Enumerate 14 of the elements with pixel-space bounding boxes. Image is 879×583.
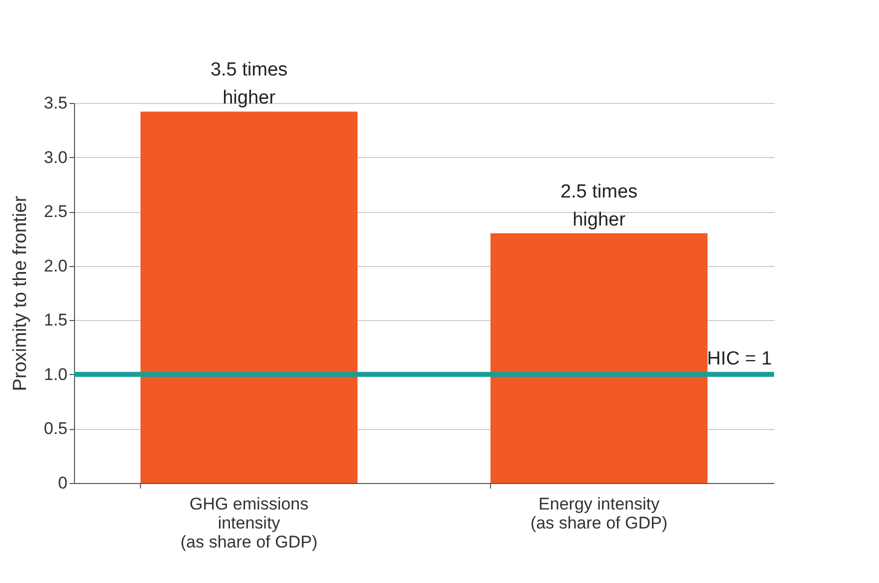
x-tick-label: GHG emissions intensity (as share of GDP): [180, 494, 318, 552]
y-tick-label: 0.5: [44, 419, 68, 438]
y-tick-label: 0: [58, 474, 68, 492]
ref-line-label: HIC = 1: [707, 348, 772, 370]
annotation: 2.5 times higher: [560, 181, 638, 230]
y-tick-label: 2.0: [44, 256, 68, 276]
y-tick-label: 3.5: [44, 94, 68, 112]
y-axis-title: Proximity to the frontier: [10, 195, 31, 392]
y-tick-label: 3.0: [44, 148, 68, 167]
y-tick-label: 1.5: [44, 310, 68, 330]
x-tick-label: Energy intensity (as share of GDP): [530, 494, 668, 532]
y-tick-label: 1.0: [44, 364, 68, 384]
y-tick-label: 2.5: [44, 202, 68, 222]
annotation: 3.5 times higher: [210, 60, 288, 109]
